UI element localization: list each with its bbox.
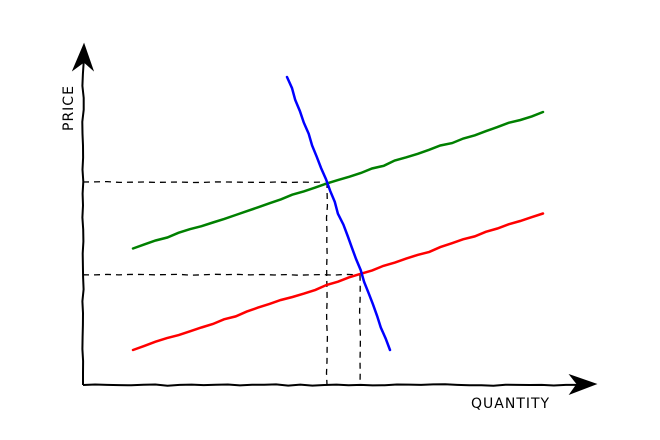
guide-vertical-1: [358, 274, 362, 386]
series-line-1: [131, 212, 545, 352]
x-axis: [82, 383, 591, 387]
x-axis-label: QUANTITY: [471, 396, 550, 412]
guide-vertical-0: [325, 181, 329, 386]
series-line-0: [131, 110, 545, 250]
y-axis-label: PRICE: [61, 85, 77, 131]
x-axis-arrow-icon: [568, 373, 598, 396]
guide-horizontal-0: [82, 180, 326, 184]
y-axis-arrow-icon: [71, 42, 95, 72]
guide-horizontal-1: [82, 273, 359, 276]
series-line-2: [285, 75, 392, 352]
y-axis: [81, 49, 85, 385]
